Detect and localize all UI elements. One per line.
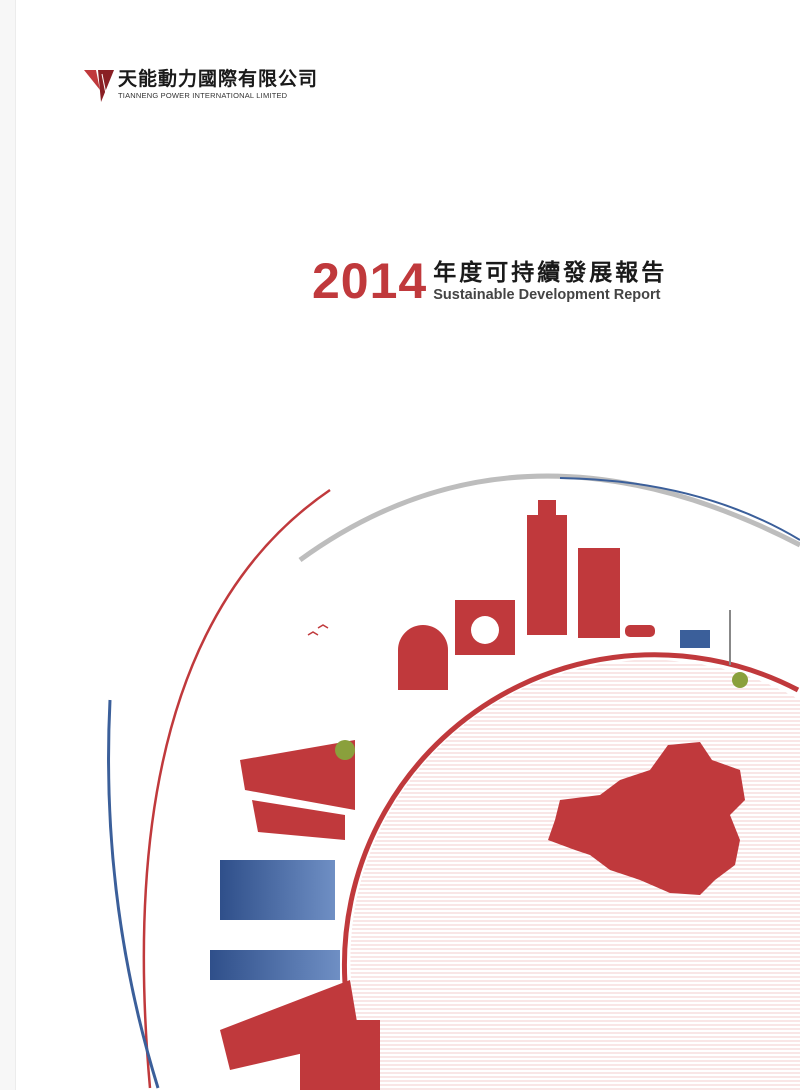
blue-arc-left: [107, 699, 160, 1089]
birds-icon: [307, 624, 329, 636]
blue-building-2: [210, 950, 340, 980]
tree-icon-left: [335, 740, 355, 760]
red-building-2: [252, 800, 345, 840]
solar-panel-icon: [680, 630, 710, 648]
china-map: [548, 742, 745, 895]
arch-opening: [471, 616, 499, 644]
company-logo: 天能動力國際有限公司 TIANNENG POWER INTERNATIONAL …: [84, 68, 318, 102]
red-arc: [142, 488, 331, 1089]
globe-stripes: [350, 660, 800, 1090]
logo-mark-icon: [84, 70, 114, 102]
company-name-cn: 天能動力國際有限公司: [118, 68, 319, 90]
grey-arc: [298, 473, 800, 563]
book-spine: [0, 0, 16, 1090]
red-building-4: [300, 1020, 380, 1090]
cover-illustration: [107, 473, 800, 1090]
tree-icon: [732, 672, 748, 688]
report-title: 2014 年度可持續發展報告 Sustainable Development R…: [312, 253, 668, 309]
hotel-building: [578, 548, 620, 638]
tower-top: [538, 500, 556, 518]
blue-arc: [559, 477, 800, 541]
report-title-cn: 年度可持續發展報告: [433, 260, 668, 286]
tower: [527, 515, 567, 635]
report-title-en: Sustainable Development Report: [433, 287, 661, 303]
report-year: 2014: [312, 253, 428, 309]
blue-building: [220, 860, 335, 920]
dome: [398, 625, 448, 690]
globe-rim: [341, 652, 800, 1089]
company-name-en: TIANNENG POWER INTERNATIONAL LIMITED: [118, 91, 288, 100]
red-building: [240, 740, 355, 810]
car-icon: [625, 625, 655, 637]
